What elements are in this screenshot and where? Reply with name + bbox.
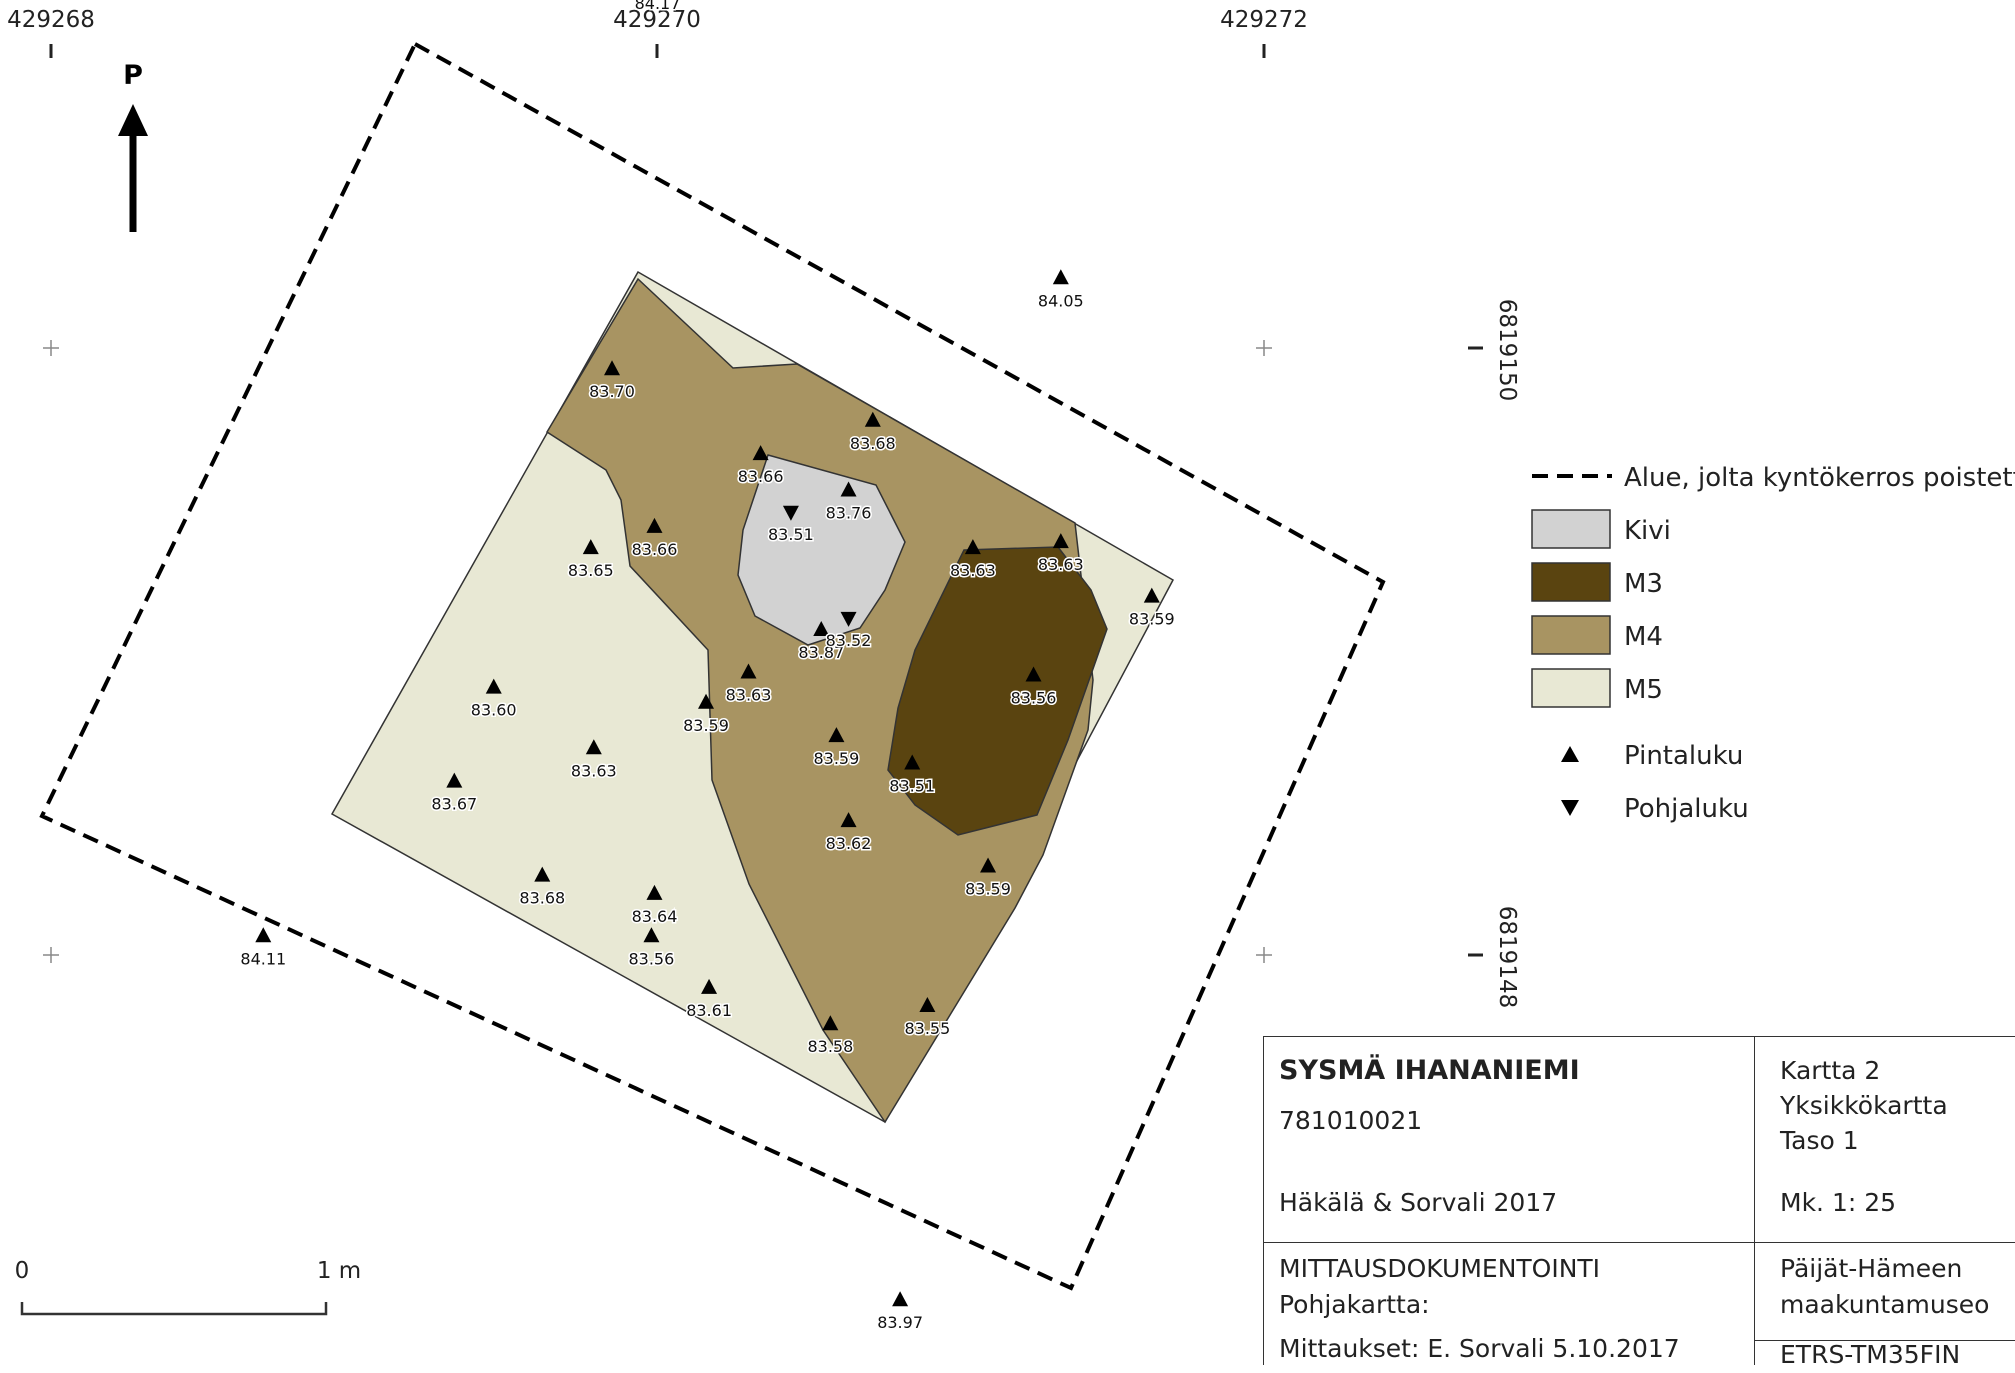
surface-point-label: 83.59 bbox=[813, 749, 859, 768]
surface-point-label: 83.65 bbox=[568, 561, 614, 580]
y-coord-label-1: 6819150 bbox=[1494, 299, 1520, 401]
scale-bar bbox=[22, 1302, 326, 1314]
legend-pohjaluku-label: Pohjaluku bbox=[1624, 794, 1749, 824]
surface-point-label: 83.63 bbox=[726, 686, 772, 705]
scale-start-label: 0 bbox=[15, 1258, 30, 1284]
surface-point-label: 83.66 bbox=[632, 540, 678, 559]
base-map: Pohjakartta: bbox=[1279, 1287, 1430, 1323]
surface-point-label: 83.60 bbox=[471, 701, 517, 720]
surface-point-label: 84.17 bbox=[635, 0, 681, 13]
x-coord-label-3: 429272 bbox=[1220, 7, 1308, 33]
legend-boundary-label: Alue, jolta kyntökerros poistettu bbox=[1624, 463, 2015, 493]
museum-line-1: Päijät-Hämeen bbox=[1780, 1251, 1962, 1287]
surface-point-label: 83.68 bbox=[519, 889, 565, 908]
surface-point-label: 83.61 bbox=[686, 1001, 732, 1020]
bottom-point-label: 83.52 bbox=[826, 631, 872, 650]
surface-point-label: 83.58 bbox=[807, 1037, 853, 1056]
surveys: Mittaukset: E. Sorvali 5.10.2017 bbox=[1279, 1331, 1680, 1367]
surface-point-label: 83.68 bbox=[850, 434, 896, 453]
surface-point-label: 83.55 bbox=[904, 1019, 950, 1038]
y-coordinate-ticks bbox=[1468, 348, 1483, 955]
crs: ETRS-TM35FIN bbox=[1780, 1337, 1960, 1373]
bottom-point-label: 83.51 bbox=[768, 525, 814, 544]
method: MITTAUSDOKUMENTOINTI bbox=[1279, 1251, 1600, 1287]
map-number: Kartta 2 bbox=[1780, 1053, 1880, 1089]
surface-point-label: 83.76 bbox=[826, 504, 872, 523]
surface-point-label: 83.59 bbox=[965, 880, 1011, 899]
surface-point-label: 83.70 bbox=[589, 382, 635, 401]
surface-point-label: 83.51 bbox=[889, 777, 935, 796]
surface-point-label: 83.63 bbox=[950, 561, 996, 580]
surface-point-icon bbox=[892, 1291, 908, 1306]
map-level: Taso 1 bbox=[1780, 1123, 1859, 1159]
site-number: 781010021 bbox=[1279, 1103, 1422, 1139]
legend-m4-label: M4 bbox=[1624, 622, 1663, 652]
surface-point-label: 83.67 bbox=[431, 795, 477, 814]
surface-point-label: 83.66 bbox=[738, 467, 784, 486]
surface-point-label: 83.56 bbox=[628, 949, 674, 968]
legend-pintaluku-label: Pintaluku bbox=[1624, 741, 1743, 771]
y-coord-label-2: 6819148 bbox=[1494, 906, 1520, 1008]
map-scale: Mk. 1: 25 bbox=[1780, 1185, 1896, 1221]
surface-point-label: 83.63 bbox=[571, 761, 617, 780]
legend-kivi-label: Kivi bbox=[1624, 516, 1671, 546]
north-label: P bbox=[123, 60, 143, 91]
legend-triangle-down-icon bbox=[1561, 800, 1579, 816]
site-name: SYSMÄ IHANANIEMI bbox=[1279, 1053, 1580, 1089]
north-arrow-icon bbox=[118, 104, 148, 232]
surface-point-icon bbox=[1053, 269, 1069, 284]
surface-point-label: 83.59 bbox=[1129, 610, 1175, 629]
surface-point-label: 83.64 bbox=[632, 907, 678, 926]
surface-point-label: 83.63 bbox=[1038, 555, 1084, 574]
surface-point-label: 84.11 bbox=[240, 949, 286, 968]
surface-point-label: 83.62 bbox=[826, 834, 872, 853]
surface-point-icon bbox=[255, 927, 271, 942]
surface-point-label: 84.05 bbox=[1038, 291, 1084, 310]
legend: Alue, jolta kyntökerros poistettu Kivi M… bbox=[1532, 463, 2015, 824]
authors: Häkälä & Sorvali 2017 bbox=[1279, 1185, 1557, 1221]
legend-m5-label: M5 bbox=[1624, 675, 1663, 705]
title-block: SYSMÄ IHANANIEMI 781010021 Häkälä & Sorv… bbox=[1263, 1036, 2015, 1365]
museum-line-2: maakuntamuseo bbox=[1780, 1287, 1989, 1323]
legend-m3-label: M3 bbox=[1624, 569, 1663, 599]
x-coordinate-ticks bbox=[51, 44, 1264, 58]
x-coord-label-1: 429268 bbox=[7, 7, 95, 33]
legend-triangle-up-icon bbox=[1561, 746, 1579, 762]
surface-point-label: 83.97 bbox=[877, 1313, 923, 1332]
map-type: Yksikkökartta bbox=[1780, 1088, 1948, 1124]
surface-point-label: 83.56 bbox=[1011, 689, 1057, 708]
scale-end-label: 1 m bbox=[317, 1258, 361, 1284]
surface-point-label: 83.59 bbox=[683, 716, 729, 735]
